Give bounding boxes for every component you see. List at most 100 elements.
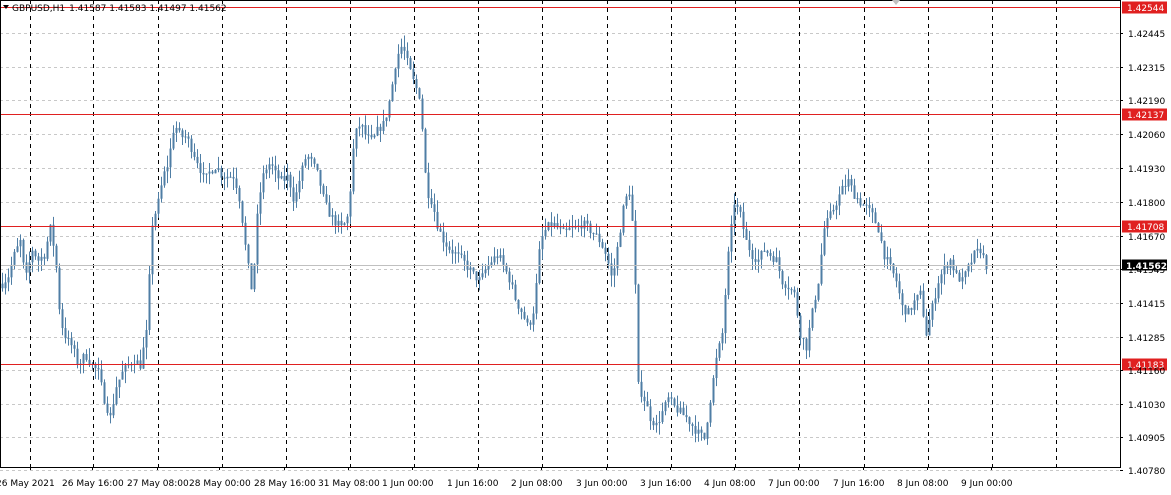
x-tick-label: 7 Jun 16:00 [833,479,885,489]
candle-body [841,185,844,195]
candle-body [862,204,865,206]
candle-body [52,224,55,246]
candle-body [913,300,916,310]
candle-body [892,263,895,274]
candle-body [67,338,70,340]
candle-body [781,271,784,285]
candle-body [673,398,676,406]
x-tick-label: 26 May 16:00 [62,479,124,489]
candle-body [967,264,970,272]
candle-body [835,205,838,210]
candle-body [298,180,301,193]
current-price-text: 1.41562 [1126,262,1167,272]
candle-body [28,262,31,273]
candle-body [868,205,871,209]
candle-body [784,284,787,288]
candle-body [166,167,169,172]
candle-body [424,129,427,173]
candle-body [310,156,313,159]
candle-body [505,264,508,272]
candle-body [73,345,76,349]
candle-body [412,69,415,80]
candle-body [682,407,685,416]
candle-body [112,404,115,416]
candle-body [973,250,976,263]
y-tick-label: 1.41545 [1128,266,1165,276]
dropdown-triangle-icon[interactable] [3,5,9,9]
candle-body [214,170,217,174]
candle-body [226,176,229,179]
candle-body [976,248,979,251]
candle-body [376,126,379,136]
candle-body [649,406,652,422]
plot-border [0,0,1121,468]
x-tick-label: 28 May 16:00 [254,479,316,489]
candle-body [517,299,520,309]
candle-body [289,174,292,188]
candle-body [850,179,853,186]
candle-body [790,289,793,291]
candles [1,35,988,445]
candle-body [277,170,280,179]
candle-body [379,126,382,131]
y-tick-label: 1.42315 [1128,64,1165,74]
candle-body [958,272,961,282]
y-axis: 1.42445 1.42315 1.42190 1.42060 1.41930 1.418… [1120,30,1165,477]
candle-body [631,194,634,221]
y-tick-label: 1.42190 [1128,97,1165,107]
candle-body [709,402,712,423]
candle-body [598,233,601,243]
candle-body [484,269,487,274]
candle-body [721,333,724,344]
candle-body [349,191,352,217]
candle-body [136,360,139,364]
candle-body [10,264,13,278]
candle-body [316,163,319,170]
candle-body [943,264,946,275]
candle-body [817,283,820,300]
candle-body [184,136,187,138]
candle-body [451,249,454,254]
candle-body [502,255,505,265]
candle-body [838,194,841,206]
candle-body [229,176,232,178]
candle-body [751,250,754,260]
candle-body [37,256,40,261]
candle-body [808,327,811,351]
candle-body [199,163,202,173]
candle-body [694,425,697,434]
candle-body [4,282,7,289]
candle-body [652,421,655,426]
candle-body [643,396,646,402]
candle-body [907,308,910,315]
candle-body [847,179,850,187]
candle-body [478,277,481,281]
candle-body [820,254,823,284]
candle-body [697,429,700,434]
candle-body [232,176,235,179]
candle-body [865,204,868,206]
level-label: 1.42544 [1127,4,1164,14]
candle-body [241,201,244,223]
candle-body [544,229,547,237]
candle-body [949,259,952,269]
y-tick-label: 1.41800 [1128,199,1165,209]
candle-body [811,308,814,328]
candle-body [463,254,466,261]
candle-body [805,338,808,351]
candle-body [604,247,607,254]
candle-body [859,198,862,206]
candle-body [919,290,922,295]
candle-body [370,135,373,138]
candle-body [796,292,799,316]
candle-body [826,218,829,229]
candle-body [346,216,349,224]
candle-body [469,267,472,270]
candle-body [115,387,118,405]
horizontal-levels[interactable]: 1.42544 1.42137 1.41708 1.41183 [0,1,1167,372]
y-tick-label: 1.42060 [1128,131,1165,141]
candle-body [415,79,418,89]
candle-body [823,228,826,255]
candle-body [646,401,649,407]
